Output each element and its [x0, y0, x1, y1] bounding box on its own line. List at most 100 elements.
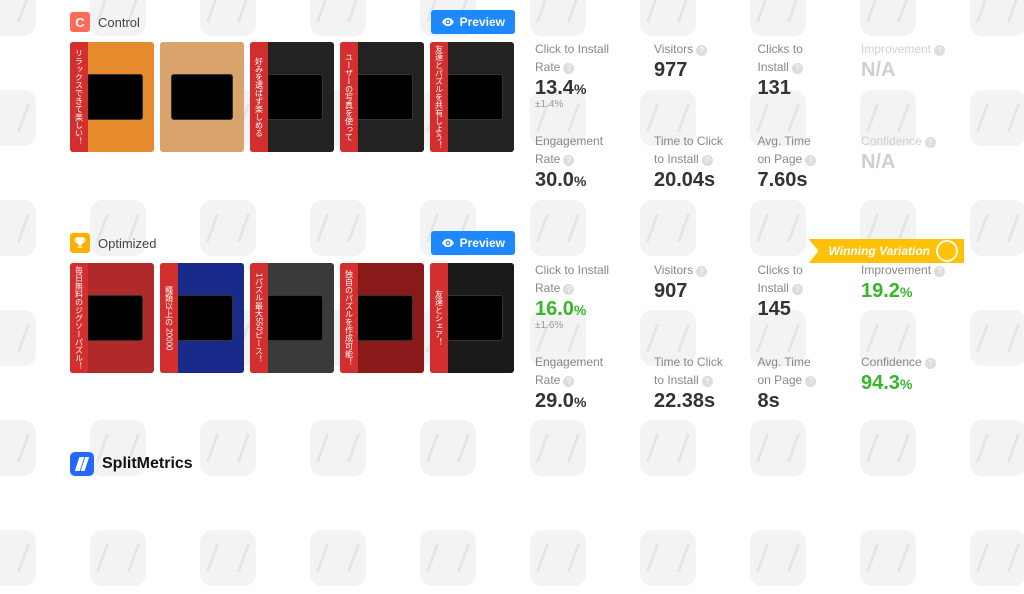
variant-title: Optimized [98, 236, 157, 251]
screenshots-col: 毎日無料のジグソーパズル！ 種類以上の 20000 1パズル最大550ピース！ 独自の… [70, 263, 515, 373]
metric-label: Visitors ? [654, 263, 732, 278]
metric-label: Confidence ? [861, 355, 954, 370]
screenshot-thumb[interactable]: ユーザーの写真を使って [340, 42, 424, 152]
screenshot-tag: ユーザーの写真を使って [340, 42, 358, 152]
variant-optimized: Optimized Preview 毎日無料のジグソーパズル！ 種類以上の 200… [70, 231, 954, 412]
metric-clicks: Clicks toInstall ? 131 [758, 42, 836, 110]
help-icon[interactable]: ? [563, 63, 574, 74]
help-icon[interactable]: ? [805, 155, 816, 166]
metric-ctir: Click to InstallRate ? 16.0% ±1.6% [535, 263, 628, 331]
help-icon[interactable]: ? [563, 376, 574, 387]
help-icon[interactable]: ? [563, 155, 574, 166]
help-icon[interactable]: ? [934, 45, 945, 56]
help-icon[interactable]: ? [696, 45, 707, 56]
metric-label: Time to Clickto Install ? [654, 355, 732, 388]
help-icon[interactable]: ? [792, 284, 803, 295]
help-icon[interactable]: ? [563, 284, 574, 295]
metric-label: Avg. Timeon Page ? [758, 134, 836, 167]
metric-engagement: EngagementRate ? 30.0% [535, 134, 628, 191]
screenshot-thumb[interactable]: 毎日無料のジグソーパズル！ [70, 263, 154, 373]
dashboard-content: C Control Preview リラックスできて楽しい！ 好みを選ばず楽しめる… [0, 0, 1024, 412]
screenshot-thumb[interactable]: リラックスできて楽しい！ [70, 42, 154, 152]
metric-visitors: Visitors ? 977 [654, 42, 732, 110]
metric-avgtime: Avg. Timeon Page ? 8s [758, 355, 836, 412]
preview-button[interactable]: Preview [431, 10, 515, 34]
screenshot-device-icon [171, 295, 233, 341]
help-icon[interactable]: ? [702, 155, 713, 166]
screenshot-thumb[interactable]: 友達とパズルを共有しよう！ [430, 42, 514, 152]
variant-header: Optimized Preview [70, 231, 515, 255]
screenshot-tag: 独自のパズルを作成可能！ [340, 263, 358, 373]
screenshot-thumb[interactable]: 種類以上の 20000 [160, 263, 244, 373]
screenshots-col: リラックスできて楽しい！ 好みを選ばず楽しめる ユーザーの写真を使って 友達とパズルを… [70, 42, 515, 152]
variant-header: C Control Preview [70, 10, 515, 34]
metrics-grid: Winning Variation Click to InstallRate ?… [535, 263, 954, 412]
metric-engagement: EngagementRate ? 29.0% [535, 355, 628, 412]
screenshots-row: 毎日無料のジグソーパズル！ 種類以上の 20000 1パズル最大550ピース！ 独自の… [70, 263, 515, 373]
screenshot-tag: 1パズル最大550ピース！ [250, 263, 268, 373]
help-icon[interactable]: ? [925, 137, 936, 148]
preview-button[interactable]: Preview [431, 231, 515, 255]
logo-mark-icon [70, 452, 94, 476]
logo-text: SplitMetrics [102, 455, 193, 473]
metric-timetoclick: Time to Clickto Install ? 22.38s [654, 355, 732, 412]
metric-value: 30.0% [535, 169, 628, 191]
metric-value: 29.0% [535, 390, 628, 412]
screenshot-tag: 種類以上の 20000 [160, 263, 178, 373]
metric-ci: ±1.4% [535, 99, 628, 110]
metric-value: 145 [758, 298, 836, 320]
metric-improvement: Improvement ? N/A [861, 42, 954, 110]
metric-value: 7.60s [758, 169, 836, 191]
metric-value: 16.0% [535, 298, 628, 320]
help-icon[interactable]: ? [925, 358, 936, 369]
metric-ci: ±1.6% [535, 320, 628, 331]
metric-label: Time to Clickto Install ? [654, 134, 732, 167]
screenshot-device-icon [261, 295, 323, 341]
screenshot-thumb[interactable] [160, 42, 244, 152]
metric-value: 20.04s [654, 169, 732, 191]
metric-value: 907 [654, 280, 732, 302]
screenshot-thumb[interactable]: 独自のパズルを作成可能！ [340, 263, 424, 373]
metric-confidence: Confidence ? 94.3% [861, 355, 954, 412]
screenshots-row: リラックスできて楽しい！ 好みを選ばず楽しめる ユーザーの写真を使って 友達とパズルを… [70, 42, 515, 152]
metric-value: N/A [861, 59, 954, 81]
variant-title: Control [98, 15, 140, 30]
metric-ctir: Click to InstallRate ? 13.4% ±1.4% [535, 42, 628, 110]
screenshot-device-icon [441, 74, 503, 120]
help-icon[interactable]: ? [696, 266, 707, 277]
screenshot-tag: 好みを選ばず楽しめる [250, 42, 268, 152]
metric-label: EngagementRate ? [535, 134, 628, 167]
control-badge: C [70, 12, 90, 32]
metrics-grid: Click to InstallRate ? 13.4% ±1.4% Visit… [535, 42, 954, 191]
screenshot-device-icon [171, 74, 233, 120]
metric-label: Clicks toInstall ? [758, 42, 836, 75]
screenshot-thumb[interactable]: 好みを選ばず楽しめる [250, 42, 334, 152]
screenshot-thumb[interactable]: 1パズル最大550ピース！ [250, 263, 334, 373]
metric-confidence: Confidence ? N/A [861, 134, 954, 191]
help-icon[interactable]: ? [702, 376, 713, 387]
trophy-icon [73, 236, 87, 250]
metric-label: Confidence ? [861, 134, 954, 149]
ribbon-arrow-icon [964, 247, 970, 255]
control-badge-letter: C [75, 15, 84, 30]
help-icon[interactable]: ? [805, 376, 816, 387]
metric-value: 13.4% [535, 77, 628, 99]
metric-value: N/A [861, 151, 954, 173]
screenshot-device-icon [351, 295, 413, 341]
eye-icon [441, 15, 455, 29]
metric-label: Click to InstallRate ? [535, 42, 628, 75]
preview-label: Preview [460, 236, 505, 250]
metric-label: Clicks toInstall ? [758, 263, 836, 296]
optimized-badge [70, 233, 90, 253]
screenshot-thumb[interactable]: 友達とシェア！ [430, 263, 514, 373]
metric-clicks: Clicks toInstall ? 145 [758, 263, 836, 331]
help-icon[interactable]: ? [792, 63, 803, 74]
splitmetrics-logo: SplitMetrics [70, 452, 954, 476]
metric-avgtime: Avg. Timeon Page ? 7.60s [758, 134, 836, 191]
screenshot-device-icon [441, 295, 503, 341]
help-icon[interactable]: ? [934, 266, 945, 277]
screenshot-tag: リラックスできて楽しい！ [70, 42, 88, 152]
metric-label: Improvement ? [861, 42, 954, 57]
metric-label: Improvement ? [861, 263, 954, 278]
screenshot-device-icon [81, 295, 143, 341]
